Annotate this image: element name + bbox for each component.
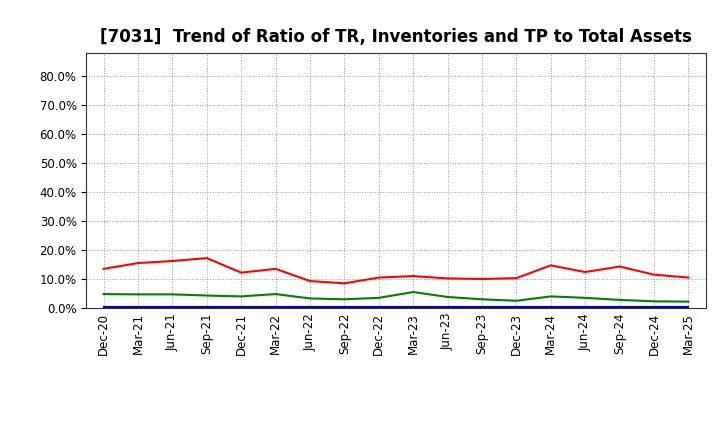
Trade Payables	[168, 292, 176, 297]
Inventories	[649, 305, 658, 310]
Trade Payables	[409, 290, 418, 295]
Inventories	[512, 305, 521, 310]
Trade Receivables	[684, 275, 693, 280]
Trade Receivables	[649, 272, 658, 277]
Trade Receivables	[237, 270, 246, 275]
Trade Payables	[202, 293, 211, 298]
Trade Payables	[616, 297, 624, 303]
Trade Payables	[477, 297, 486, 302]
Trade Receivables	[202, 256, 211, 261]
Trade Payables	[444, 294, 452, 300]
Trade Payables	[512, 298, 521, 304]
Trade Payables	[684, 299, 693, 304]
Trade Receivables	[409, 273, 418, 279]
Inventories	[99, 305, 108, 310]
Line: Trade Receivables: Trade Receivables	[104, 258, 688, 283]
Trade Payables	[581, 295, 590, 301]
Inventories	[237, 305, 246, 310]
Inventories	[202, 305, 211, 310]
Trade Receivables	[134, 260, 143, 266]
Inventories	[168, 305, 176, 310]
Inventories	[444, 305, 452, 310]
Trade Receivables	[616, 264, 624, 269]
Trade Payables	[374, 295, 383, 301]
Trade Receivables	[99, 266, 108, 271]
Trade Receivables	[477, 276, 486, 282]
Trade Payables	[237, 294, 246, 299]
Inventories	[581, 305, 590, 310]
Title: [7031]  Trend of Ratio of TR, Inventories and TP to Total Assets: [7031] Trend of Ratio of TR, Inventories…	[100, 28, 692, 46]
Inventories	[616, 305, 624, 310]
Trade Payables	[649, 299, 658, 304]
Inventories	[477, 305, 486, 310]
Inventories	[271, 305, 280, 310]
Inventories	[546, 305, 555, 310]
Trade Receivables	[374, 275, 383, 280]
Trade Payables	[99, 291, 108, 297]
Trade Receivables	[306, 279, 315, 284]
Inventories	[306, 305, 315, 310]
Trade Payables	[546, 294, 555, 299]
Inventories	[374, 305, 383, 310]
Trade Receivables	[546, 263, 555, 268]
Line: Trade Payables: Trade Payables	[104, 292, 688, 302]
Trade Receivables	[444, 276, 452, 281]
Inventories	[134, 305, 143, 310]
Trade Receivables	[168, 258, 176, 264]
Trade Payables	[134, 292, 143, 297]
Trade Payables	[271, 291, 280, 297]
Inventories	[409, 305, 418, 310]
Inventories	[340, 305, 348, 310]
Trade Payables	[340, 297, 348, 302]
Inventories	[684, 305, 693, 310]
Trade Receivables	[512, 275, 521, 281]
Trade Payables	[306, 296, 315, 301]
Trade Receivables	[340, 281, 348, 286]
Trade Receivables	[271, 266, 280, 271]
Trade Receivables	[581, 269, 590, 275]
